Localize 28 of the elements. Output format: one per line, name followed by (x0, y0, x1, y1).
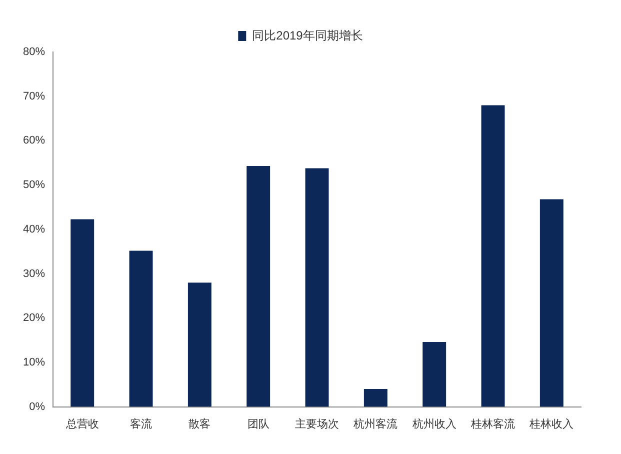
y-tick-label: 0% (29, 400, 46, 413)
y-tick-label: 80% (22, 46, 46, 58)
legend-label: 同比2019年同期增长 (252, 28, 363, 42)
bar (364, 389, 388, 407)
x-tick-label: 杭州客流 (352, 417, 398, 430)
bar (305, 168, 329, 407)
bar (422, 342, 446, 407)
x-tick-label: 桂林客流 (470, 417, 516, 430)
bar (70, 219, 94, 407)
y-tick-label: 20% (22, 312, 46, 324)
y-tick-label: 60% (22, 134, 46, 147)
x-tick-label: 杭州收入 (411, 417, 456, 430)
x-tick-label: 主要场次 (295, 417, 340, 430)
bar (481, 105, 505, 407)
y-tick-label: 50% (22, 179, 46, 192)
x-tick-label: 总营收 (64, 417, 99, 430)
bar (540, 199, 564, 407)
x-tick-label: 桂林收入 (528, 417, 574, 430)
bar (188, 282, 212, 407)
bar (129, 250, 153, 407)
y-tick-label: 10% (22, 356, 46, 368)
x-tick-label: 客流 (130, 417, 152, 430)
y-tick-label: 30% (22, 268, 46, 280)
x-tick-label: 散客 (188, 417, 211, 430)
x-tick-label: 团队 (247, 418, 270, 430)
bar (246, 166, 270, 407)
y-tick-label: 40% (22, 223, 46, 236)
y-tick-label: 70% (22, 90, 46, 102)
